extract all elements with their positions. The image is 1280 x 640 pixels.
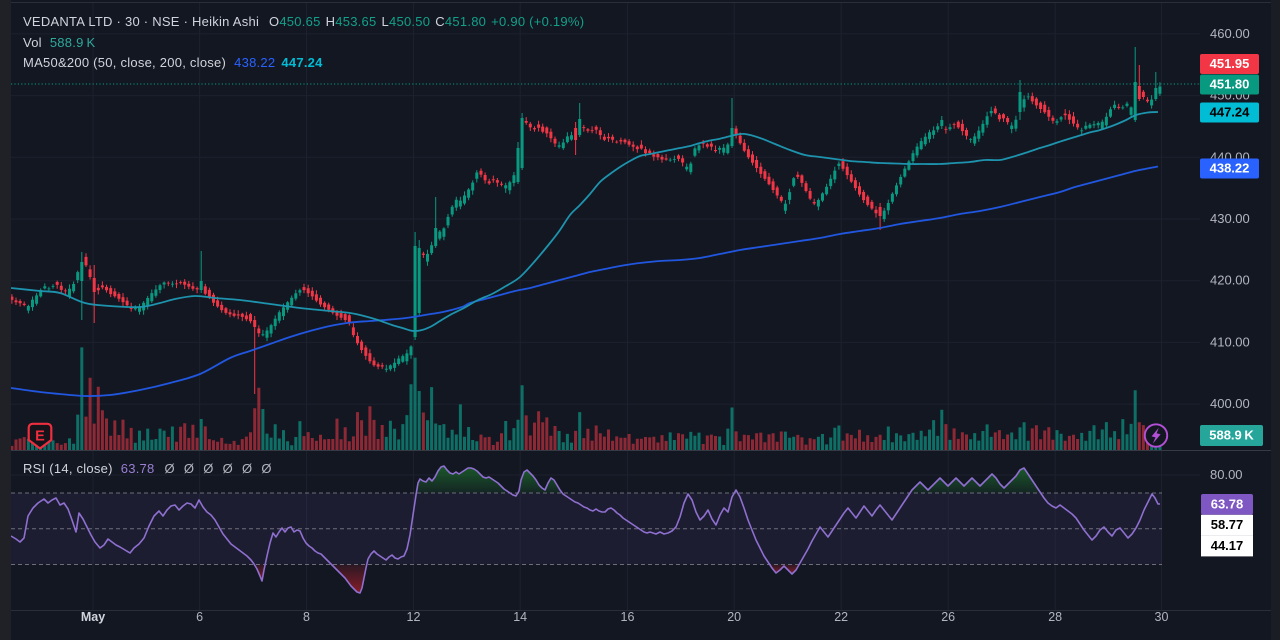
svg-text:420.00: 420.00 [1210, 273, 1250, 288]
svg-text:451.80: 451.80 [1210, 77, 1250, 92]
svg-text:14: 14 [513, 610, 527, 624]
svg-text:28: 28 [1048, 610, 1062, 624]
svg-text:63.78: 63.78 [1211, 496, 1244, 511]
svg-text:E: E [35, 429, 45, 445]
svg-text:451.95: 451.95 [1210, 56, 1250, 71]
svg-text:400.00: 400.00 [1210, 396, 1250, 411]
svg-text:588.9 K: 588.9 K [1209, 428, 1254, 443]
svg-text:20: 20 [727, 610, 741, 624]
svg-text:8: 8 [303, 610, 310, 624]
svg-text:460.00: 460.00 [1210, 26, 1250, 41]
svg-text:MA50&200 (50, close, 200, clos: MA50&200 (50, close, 200, close) 438.22 44… [23, 55, 323, 70]
svg-text:22: 22 [834, 610, 848, 624]
svg-text:VEDANTA LTD · 30 · NSE · Heiki: VEDANTA LTD · 30 · NSE · Heikin Ashi O45… [23, 14, 584, 29]
svg-text:16: 16 [621, 610, 635, 624]
svg-text:6: 6 [196, 610, 203, 624]
svg-text:80.00: 80.00 [1210, 467, 1243, 482]
svg-text:44.17: 44.17 [1211, 538, 1244, 553]
svg-text:438.22: 438.22 [1210, 161, 1250, 176]
svg-text:30: 30 [1155, 610, 1169, 624]
svg-text:58.77: 58.77 [1211, 517, 1244, 532]
svg-text:447.24: 447.24 [1210, 105, 1251, 120]
svg-text:410.00: 410.00 [1210, 334, 1250, 349]
svg-text:26: 26 [941, 610, 955, 624]
svg-text:12: 12 [407, 610, 421, 624]
svg-text:May: May [81, 610, 105, 624]
svg-text:430.00: 430.00 [1210, 211, 1250, 226]
